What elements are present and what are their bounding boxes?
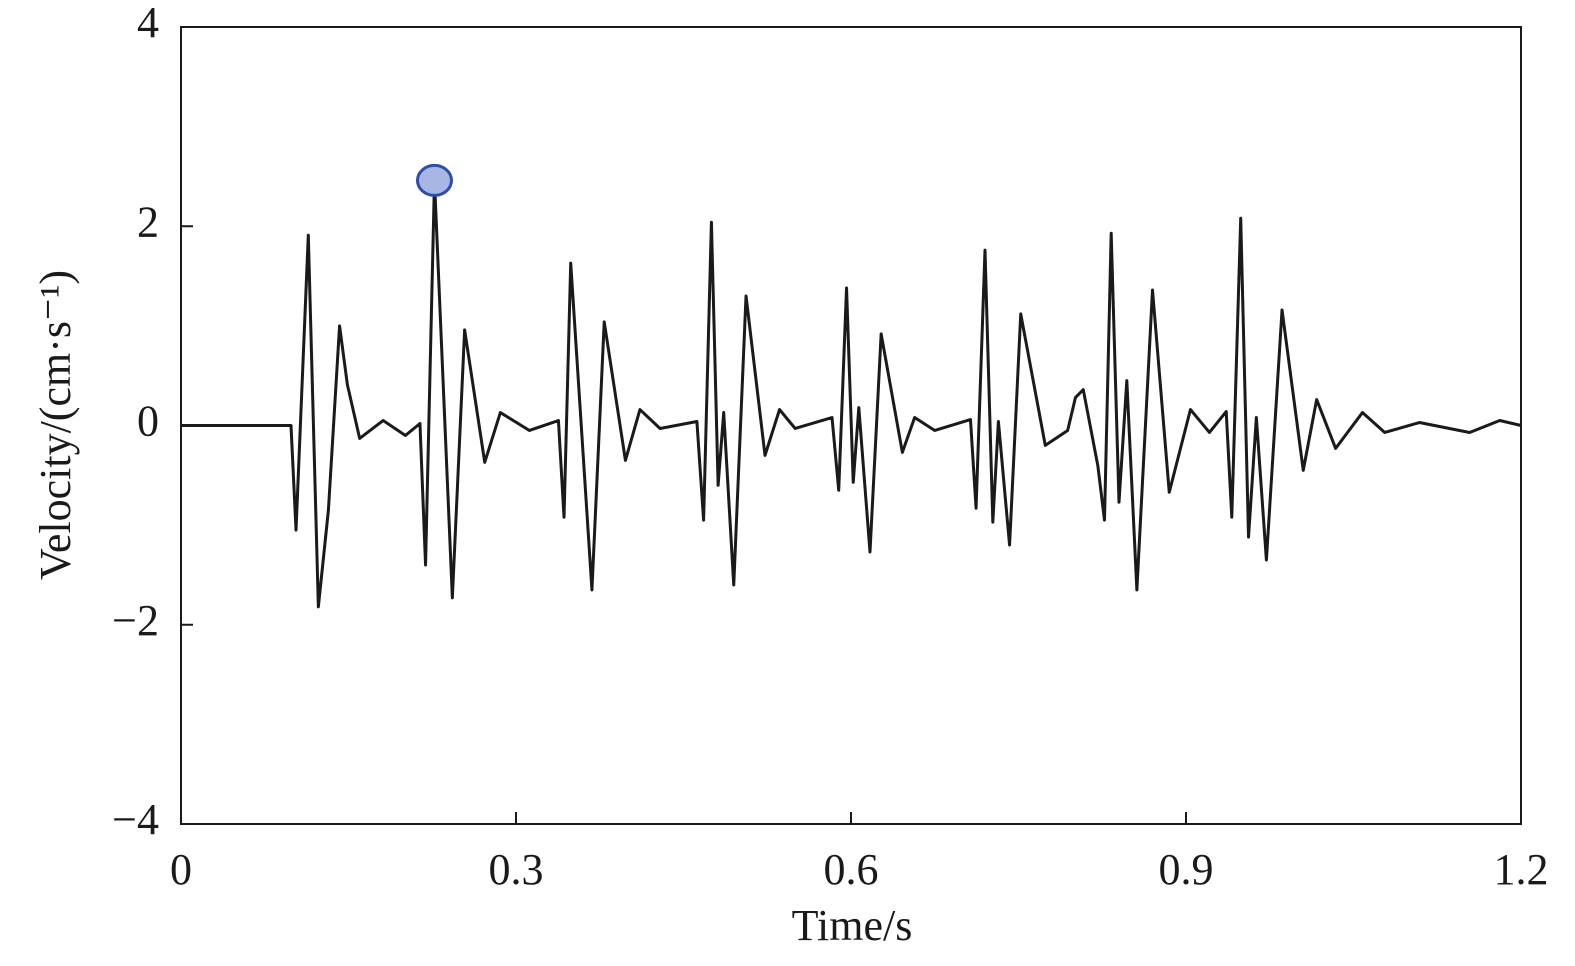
y-axis-title: Velocity/(cm·s⁻¹)	[31, 270, 80, 580]
y-tick-label: 2	[137, 197, 159, 246]
x-tick-label: 0.9	[1159, 845, 1214, 894]
x-tick-label: 0.6	[824, 845, 879, 894]
y-tick-label: 0	[137, 397, 159, 446]
y-tick-label: 4	[137, 0, 159, 47]
y-tick-label: −2	[112, 596, 159, 645]
x-tick-label: 0.3	[489, 845, 544, 894]
y-tick-label: −4	[112, 795, 159, 844]
x-tick-label: 1.2	[1494, 845, 1549, 894]
highlight-marker	[415, 163, 453, 197]
x-axis-title: Time/s	[792, 901, 913, 950]
line-series	[181, 178, 1522, 609]
x-tick-label: 0	[170, 845, 192, 894]
